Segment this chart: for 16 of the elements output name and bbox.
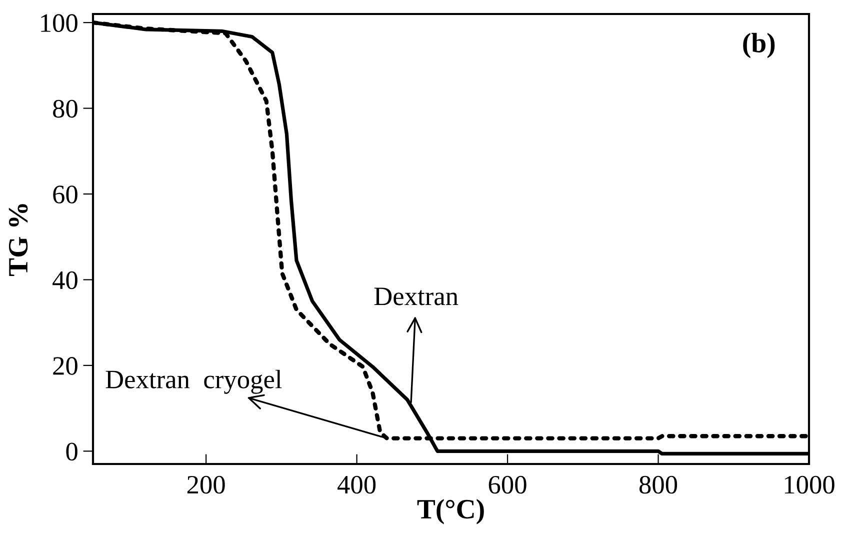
x-tick-label: 600 <box>488 476 526 494</box>
annotation: (b) <box>743 32 775 58</box>
annotation: Dextran <box>374 288 458 306</box>
y-tick-label: 0 <box>66 442 78 461</box>
annotation: Dextran cryogel <box>106 370 282 394</box>
x-tick-label: 200 <box>187 476 225 494</box>
y-tick-label: 40 <box>52 271 78 290</box>
y-tick-label: 20 <box>53 357 78 375</box>
x-tick-label: 800 <box>639 476 678 494</box>
y-tick-label: 60 <box>53 186 78 204</box>
x-tick-label: 1000 <box>784 476 834 494</box>
y-tick-label: 80 <box>53 100 78 118</box>
x-tick-label: 400 <box>338 476 376 494</box>
y-axis-title: TG % <box>8 204 28 276</box>
y-tick-label: 100 <box>41 14 78 32</box>
x-axis-title: T(°C) <box>417 499 484 524</box>
